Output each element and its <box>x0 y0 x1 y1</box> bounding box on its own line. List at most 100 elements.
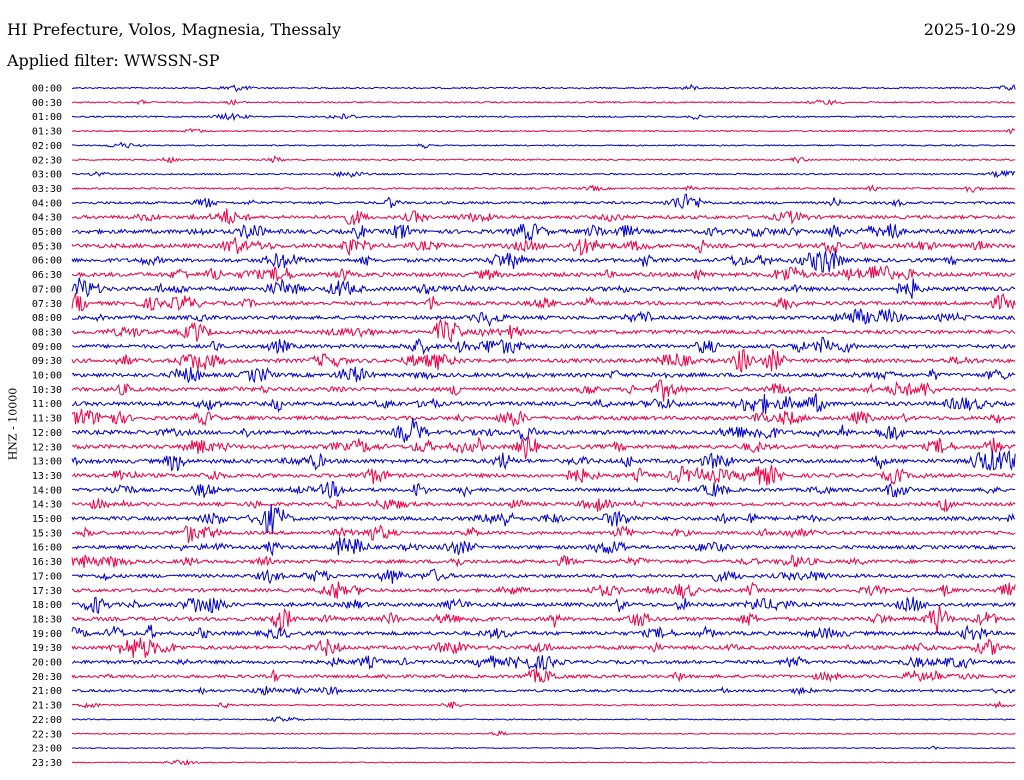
trace-line <box>71 250 1016 273</box>
time-tick-label: 12:00 <box>32 428 62 439</box>
time-tick-label: 14:00 <box>32 485 62 496</box>
time-tick-label: 04:00 <box>32 198 62 209</box>
trace-line <box>71 141 1016 150</box>
trace-line <box>71 393 1016 415</box>
time-tick-label: 00:30 <box>32 98 62 109</box>
trace-line <box>71 498 1016 513</box>
trace-line <box>71 655 1016 671</box>
time-tick-label: 09:30 <box>32 356 62 367</box>
time-tick-label: 03:00 <box>32 170 62 181</box>
time-tick-label: 12:30 <box>32 442 62 453</box>
trace-line <box>71 98 1016 106</box>
trace-line <box>71 480 1016 499</box>
trace-line <box>71 417 1016 444</box>
trace-line <box>71 292 1016 312</box>
time-tick-label: 20:30 <box>32 672 62 683</box>
trace-line <box>71 716 1016 722</box>
trace-line <box>71 729 1016 736</box>
time-tick-label: 05:30 <box>32 241 62 252</box>
trace-line <box>71 336 1016 356</box>
time-tick-label: 01:30 <box>32 127 62 138</box>
filter-label: Applied filter: WWSSN-SP <box>7 51 220 70</box>
time-tick-label: 02:00 <box>32 141 62 152</box>
trace-line <box>71 503 1016 535</box>
time-tick-label: 06:30 <box>32 270 62 281</box>
time-tick-label: 10:00 <box>32 371 62 382</box>
trace-line <box>71 637 1016 658</box>
time-tick-label: 14:30 <box>32 500 62 511</box>
trace-line <box>71 349 1016 373</box>
trace-line <box>71 581 1016 600</box>
trace-line <box>71 237 1016 257</box>
trace-line <box>71 112 1016 122</box>
time-tick-label: 04:30 <box>32 213 62 224</box>
trace-line <box>71 596 1016 615</box>
trace-line <box>71 223 1016 242</box>
trace-line <box>71 193 1016 209</box>
time-tick-label: 16:30 <box>32 557 62 568</box>
time-tick-label: 08:00 <box>32 313 62 324</box>
time-tick-label: 17:30 <box>32 586 62 597</box>
trace-line <box>71 155 1016 165</box>
time-tick-label: 02:30 <box>32 155 62 166</box>
time-tick-label: 18:30 <box>32 614 62 625</box>
trace-line <box>71 366 1016 384</box>
trace-line <box>71 668 1016 683</box>
trace-line <box>71 208 1016 226</box>
time-tick-label: 22:30 <box>32 729 62 740</box>
time-tick-label: 06:00 <box>32 256 62 267</box>
time-tick-label: 19:00 <box>32 629 62 640</box>
time-tick-label: 21:30 <box>32 701 62 712</box>
time-tick-label: 19:30 <box>32 643 62 654</box>
trace-line <box>71 745 1016 751</box>
trace-line <box>71 524 1016 544</box>
trace-line <box>71 307 1016 328</box>
time-tick-label: 15:30 <box>32 528 62 539</box>
time-tick-label: 13:00 <box>32 457 62 468</box>
time-tick-label: 23:00 <box>32 744 62 755</box>
trace-line <box>71 184 1016 193</box>
time-tick-label: 11:00 <box>32 399 62 410</box>
trace-line <box>71 624 1016 641</box>
station-title: HI Prefecture, Volos, Magnesia, Thessaly <box>7 20 342 39</box>
trace-line <box>71 277 1016 299</box>
time-tick-label: 05:00 <box>32 227 62 238</box>
time-tick-label: 15:00 <box>32 514 62 525</box>
trace-line <box>71 537 1016 557</box>
trace-line <box>71 435 1016 460</box>
trace-line <box>71 464 1016 486</box>
trace-line <box>71 685 1016 696</box>
trace-line <box>71 408 1016 428</box>
time-tick-label: 22:00 <box>32 715 62 726</box>
time-tick-label: 08:30 <box>32 327 62 338</box>
time-tick-label: 10:30 <box>32 385 62 396</box>
time-tick-label: 13:30 <box>32 471 62 482</box>
trace-line <box>71 700 1016 709</box>
time-tick-label: 23:30 <box>32 758 62 769</box>
trace-line <box>71 127 1016 135</box>
time-tick-label: 07:30 <box>32 299 62 310</box>
trace-line <box>71 265 1016 282</box>
trace-line <box>71 568 1016 585</box>
trace-line <box>71 379 1016 402</box>
trace-line <box>71 605 1016 634</box>
time-tick-label: 03:30 <box>32 184 62 195</box>
trace-line <box>71 554 1016 568</box>
date-label: 2025-10-29 <box>923 20 1016 39</box>
time-tick-label: 17:00 <box>32 571 62 582</box>
trace-line <box>71 449 1016 472</box>
time-tick-label: 16:00 <box>32 543 62 554</box>
time-tick-label: 20:00 <box>32 658 62 669</box>
time-tick-label: 18:00 <box>32 600 62 611</box>
trace-line <box>71 317 1016 344</box>
time-tick-label: 01:00 <box>32 112 62 123</box>
time-tick-label: 09:00 <box>32 342 62 353</box>
trace-line <box>71 83 1016 93</box>
time-tick-label: 21:00 <box>32 686 62 697</box>
time-tick-label: 00:00 <box>32 84 62 95</box>
trace-line <box>71 758 1016 766</box>
trace-line <box>71 169 1016 179</box>
time-tick-label: 07:00 <box>32 284 62 295</box>
time-tick-label: 11:30 <box>32 414 62 425</box>
